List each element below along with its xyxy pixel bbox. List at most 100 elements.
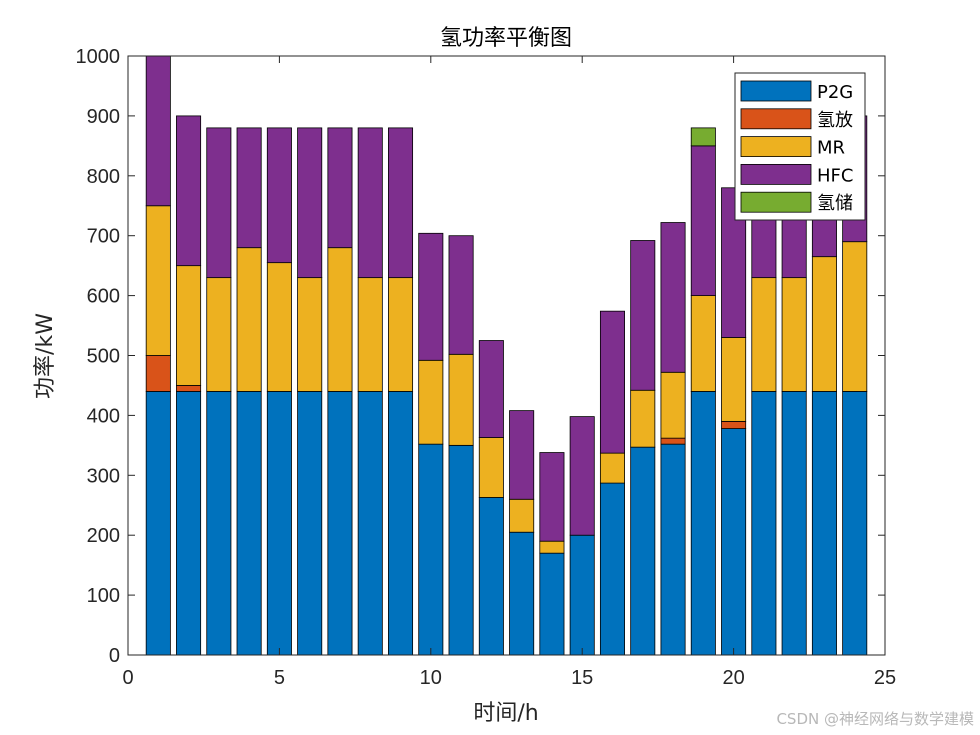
legend-swatch-氢放: [740, 108, 812, 130]
legend-swatch-HFC: [740, 163, 812, 185]
bar-MR-12: [478, 437, 504, 498]
bar-HFC-2: [176, 115, 202, 267]
bar-氢放-1: [145, 355, 171, 392]
bar-MR-24: [842, 241, 868, 392]
bar-氢放-20: [721, 420, 747, 429]
y-tick-label: 700: [87, 226, 120, 248]
bar-氢放-18: [660, 437, 686, 445]
bar-HFC-17: [630, 240, 656, 391]
bar-P2G-16: [599, 482, 625, 656]
legend-label-MR: MR: [817, 138, 845, 159]
bar-HFC-15: [569, 416, 595, 536]
bar-HFC-5: [266, 127, 292, 264]
bar-MR-4: [236, 247, 262, 392]
bar-HFC-11: [448, 235, 474, 355]
bar-MR-16: [599, 452, 625, 484]
bar-P2G-10: [418, 443, 444, 656]
bar-MR-5: [266, 262, 292, 392]
bar-P2G-12: [478, 497, 504, 656]
bar-P2G-2: [176, 391, 202, 656]
y-tick-label: 300: [87, 465, 120, 487]
bar-HFC-3: [206, 127, 232, 279]
bar-MR-22: [781, 277, 807, 392]
bar-氢放-2: [176, 385, 202, 392]
bar-P2G-20: [721, 428, 747, 656]
legend-swatch-MR: [740, 136, 812, 158]
x-tick-label: 5: [274, 667, 285, 689]
legend: P2G 氢放 MR HFC 氢储: [734, 72, 866, 221]
bar-HFC-4: [236, 127, 262, 249]
y-tick-label: 900: [87, 106, 120, 128]
bar-HFC-1: [145, 55, 171, 207]
bar-HFC-14: [539, 452, 565, 542]
bar-P2G-23: [811, 391, 837, 656]
bar-MR-11: [448, 353, 474, 446]
bar-MR-18: [660, 371, 686, 439]
bar-氢储-19: [690, 127, 716, 147]
bar-HFC-10: [418, 232, 444, 361]
bar-MR-23: [811, 256, 837, 392]
x-tick-label: 15: [571, 667, 593, 689]
bar-HFC-7: [327, 127, 353, 249]
bar-P2G-9: [388, 391, 414, 656]
bar-HFC-18: [660, 222, 686, 373]
bar-P2G-7: [327, 391, 353, 656]
legend-swatch-氢储: [740, 191, 812, 213]
legend-label-氢放: 氢放: [817, 110, 853, 131]
bar-MR-21: [751, 277, 777, 392]
bar-MR-17: [630, 389, 656, 448]
x-tick-label: 20: [722, 667, 744, 689]
bar-P2G-11: [448, 444, 474, 656]
bar-HFC-19: [690, 145, 716, 297]
bar-HFC-8: [357, 127, 383, 279]
legend-label-P2G: P2G: [817, 82, 853, 103]
y-tick-label: 200: [87, 525, 120, 547]
y-tick-label: 600: [87, 286, 120, 308]
bar-HFC-12: [478, 340, 504, 438]
bar-MR-6: [297, 277, 323, 392]
bar-P2G-1: [145, 391, 171, 656]
bar-HFC-20: [721, 187, 747, 338]
watermark: CSDN @神经网络与数学建模: [776, 710, 974, 728]
bar-P2G-19: [690, 391, 716, 656]
bar-MR-9: [388, 277, 414, 392]
bars-group: [145, 55, 868, 656]
axes-group: 0 100 200 300 400 500 600 700 800 900 1000 0 5 10 15 20…: [76, 46, 897, 689]
bar-HFC-16: [599, 310, 625, 454]
y-tick-label: 0: [109, 645, 120, 667]
bar-P2G-15: [569, 534, 595, 656]
bar-MR-14: [539, 540, 565, 554]
y-tick-label: 400: [87, 405, 120, 427]
bar-HFC-6: [297, 127, 323, 279]
bar-MR-1: [145, 205, 171, 356]
y-tick-label: 500: [87, 346, 120, 368]
legend-swatch-P2G: [740, 80, 812, 102]
bar-MR-8: [357, 277, 383, 392]
bar-MR-20: [721, 337, 747, 422]
y-axis-title: 功率/kW: [33, 313, 58, 399]
bar-P2G-3: [206, 391, 232, 656]
bar-MR-13: [509, 498, 535, 533]
bar-P2G-17: [630, 446, 656, 656]
bar-HFC-9: [388, 127, 414, 279]
bar-P2G-5: [266, 391, 292, 656]
bar-P2G-18: [660, 443, 686, 656]
x-tick-label: 0: [122, 667, 133, 689]
x-axis-title: 时间/h: [473, 701, 538, 726]
chart-title: 氢功率平衡图: [440, 26, 572, 51]
x-tick-label: 25: [874, 667, 896, 689]
bar-P2G-21: [751, 391, 777, 656]
bar-MR-19: [690, 295, 716, 392]
bar-MR-7: [327, 247, 353, 392]
bar-P2G-22: [781, 391, 807, 656]
bar-MR-2: [176, 265, 202, 386]
bar-MR-3: [206, 277, 232, 392]
y-tick-label: 100: [87, 585, 120, 607]
y-tick-label: 1000: [76, 46, 121, 68]
x-tick-label: 10: [420, 667, 442, 689]
legend-label-氢储: 氢储: [817, 193, 853, 214]
bar-P2G-8: [357, 391, 383, 656]
bar-HFC-13: [509, 410, 535, 500]
bar-P2G-24: [842, 391, 868, 656]
